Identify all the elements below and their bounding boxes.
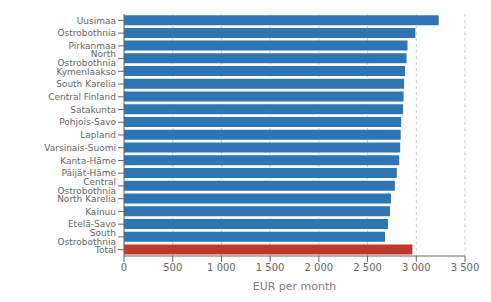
svg-text:0: 0 bbox=[121, 262, 127, 273]
svg-text:EUR per month: EUR per month bbox=[253, 280, 337, 293]
svg-text:SouthOstrobothnia: SouthOstrobothnia bbox=[58, 228, 116, 247]
svg-text:Etelä-Savo: Etelä-Savo bbox=[67, 219, 116, 230]
svg-text:Kymenlaakso: Kymenlaakso bbox=[56, 67, 116, 77]
svg-text:Kanta-Häme: Kanta-Häme bbox=[60, 156, 116, 166]
svg-text:Varsinais-Suomi: Varsinais-Suomi bbox=[44, 143, 116, 153]
svg-text:Pirkanmaa: Pirkanmaa bbox=[68, 41, 116, 51]
svg-text:Total: Total bbox=[94, 245, 116, 255]
svg-text:CentralOstrobothnia: CentralOstrobothnia bbox=[58, 177, 116, 196]
svg-text:2 000: 2 000 bbox=[305, 262, 334, 273]
svg-text:Central Finland: Central Finland bbox=[48, 92, 116, 102]
svg-text:Ostrobothnia: Ostrobothnia bbox=[58, 28, 116, 38]
svg-text:NorthOstrobothnia: NorthOstrobothnia bbox=[58, 49, 116, 68]
svg-text:Lapland: Lapland bbox=[80, 130, 116, 140]
svg-text:Uusimaa: Uusimaa bbox=[77, 16, 116, 26]
svg-text:1 500: 1 500 bbox=[256, 262, 285, 273]
svg-text:North Karelia: North Karelia bbox=[57, 194, 116, 204]
svg-text:500: 500 bbox=[163, 262, 182, 273]
svg-text:South Karelia: South Karelia bbox=[56, 79, 116, 89]
svg-text:Satakunta: Satakunta bbox=[70, 105, 116, 115]
svg-text:Kainuu: Kainuu bbox=[85, 207, 116, 217]
svg-text:1 000: 1 000 bbox=[207, 262, 236, 273]
svg-text:Päijät-Häme: Päijät-Häme bbox=[61, 168, 116, 179]
svg-text:3 000: 3 000 bbox=[402, 262, 431, 273]
svg-text:2 500: 2 500 bbox=[353, 262, 382, 273]
svg-text:Pohjois-Savo: Pohjois-Savo bbox=[59, 117, 116, 127]
svg-text:3 500: 3 500 bbox=[451, 262, 480, 273]
